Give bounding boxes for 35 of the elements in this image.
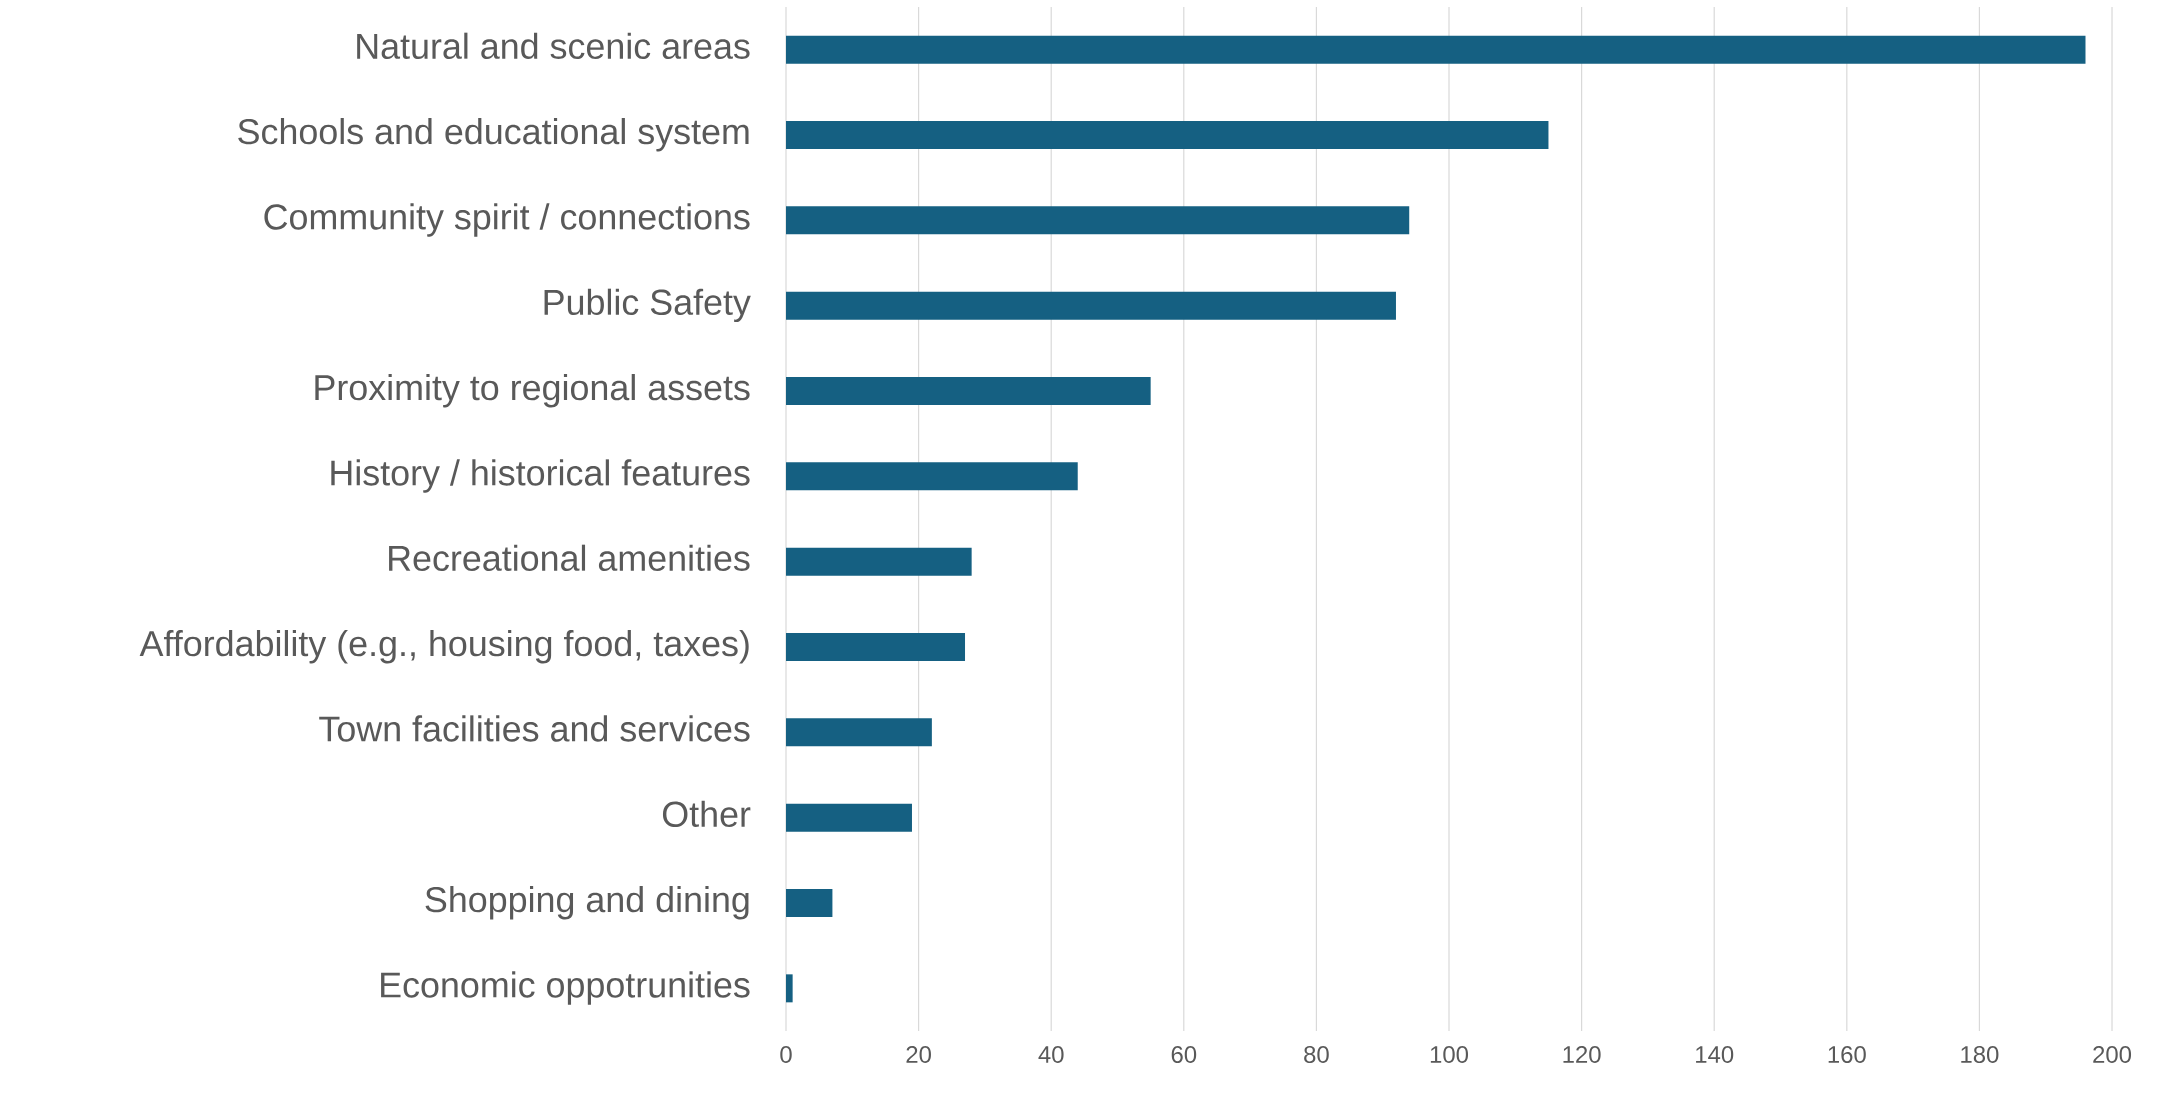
bar <box>786 121 1549 149</box>
x-tick-label: 80 <box>1304 1046 1329 1063</box>
y-tick-label: History / historical features <box>331 459 750 493</box>
y-tick-label: Economic oppotrunities <box>381 971 750 1005</box>
y-tick-label: Affordability (e.g., housing food, taxes) <box>139 630 749 664</box>
bar <box>786 206 1410 235</box>
bar <box>786 633 966 662</box>
y-tick-label: Schools and educational system <box>238 118 749 152</box>
bar <box>786 291 1396 320</box>
y-tick-label: Other <box>662 800 751 828</box>
bar <box>786 547 972 576</box>
x-tick-label: 140 <box>1696 1046 1734 1063</box>
y-tick-label: Natural and scenic areas <box>357 32 750 60</box>
x-tick-label: 180 <box>1961 1046 1999 1063</box>
x-tick-label: 40 <box>1038 1046 1064 1063</box>
y-tick-label: Public Safety <box>544 288 751 323</box>
y-tick-label: Community spirit / connections <box>264 203 750 237</box>
x-tick-label: 120 <box>1563 1046 1601 1063</box>
bar <box>786 377 1151 406</box>
x-tick-label: 100 <box>1430 1046 1469 1063</box>
x-tick-label: 160 <box>1828 1046 1866 1063</box>
x-tick-label: 20 <box>906 1046 931 1063</box>
y-tick-label: Proximity to regional assets <box>315 374 750 408</box>
x-tick-label: 60 <box>1171 1046 1197 1063</box>
bar <box>786 803 912 832</box>
bar <box>786 974 793 1003</box>
y-tick-label: Town facilities and services <box>319 715 750 742</box>
y-tick-label: Recreational amenities <box>389 544 750 572</box>
x-tick-label: 0 <box>780 1046 792 1063</box>
bar <box>786 462 1078 491</box>
y-tick-label: Shopping and dining <box>425 886 749 920</box>
bar <box>786 35 2086 64</box>
bar <box>786 718 932 747</box>
x-tick-label: 200 <box>2093 1046 2132 1063</box>
bar <box>786 889 833 918</box>
